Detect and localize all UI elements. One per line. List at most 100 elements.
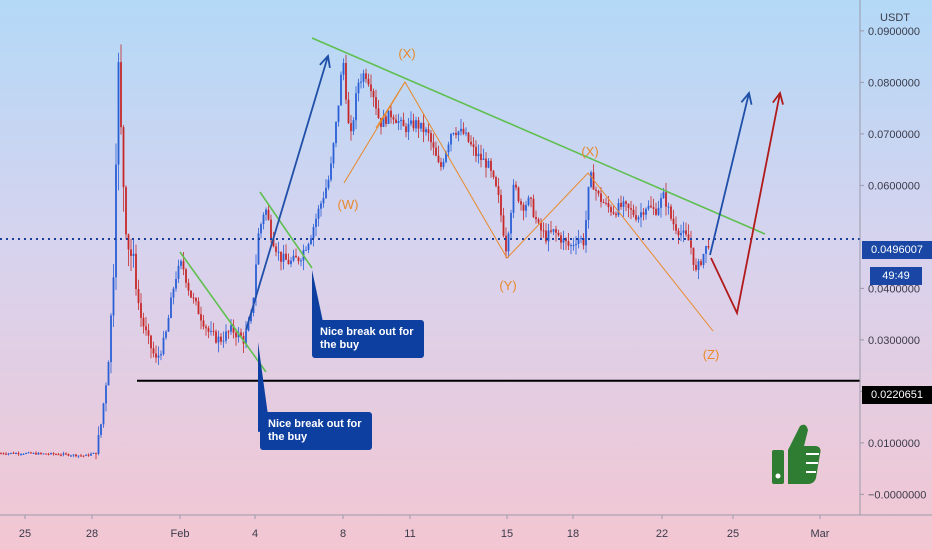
candle-bull xyxy=(580,238,582,240)
candle-bear xyxy=(2,453,5,455)
target-arrow-blue-head xyxy=(740,90,753,105)
price-tick-label: 0.0100000 xyxy=(868,438,920,450)
time-tick-label: 25 xyxy=(727,528,739,540)
candle-bear xyxy=(557,232,560,236)
candle-bear xyxy=(592,172,595,190)
candle-bear xyxy=(152,348,155,354)
candle-bear xyxy=(47,453,50,455)
candle-bear xyxy=(60,454,62,456)
candle-bear xyxy=(690,240,692,248)
candle-bear xyxy=(560,235,562,243)
candle-bear xyxy=(272,238,275,247)
candle-bull xyxy=(330,163,332,180)
candle-bull xyxy=(362,73,365,82)
candle-bear xyxy=(65,453,67,455)
candle-bear xyxy=(435,147,437,156)
price-tick-label: 0.0900000 xyxy=(868,26,920,38)
candle-bull xyxy=(335,121,337,144)
price-tick-label: 0.0700000 xyxy=(868,129,920,141)
candle-bull xyxy=(15,453,17,455)
candle-bear xyxy=(145,326,147,331)
candle-bear xyxy=(345,62,347,100)
candle-bull xyxy=(157,355,160,358)
target-arrow-red-head xyxy=(772,90,784,105)
candle-bear xyxy=(607,202,610,208)
candle-bull xyxy=(217,336,220,343)
early-trendline-1 xyxy=(179,251,267,373)
candle-bull xyxy=(325,187,327,198)
candle-bull xyxy=(70,455,72,457)
candle-bear xyxy=(280,251,282,262)
candle-bear xyxy=(347,99,350,124)
candle-bull xyxy=(525,205,527,211)
candle-bear xyxy=(677,230,680,236)
candle-bear xyxy=(390,110,392,118)
candle-bull xyxy=(170,297,172,318)
candle-bull xyxy=(477,153,480,157)
candle-bull xyxy=(407,123,410,133)
candle-bear xyxy=(367,78,370,85)
candle-bear xyxy=(270,219,272,239)
candle-bear xyxy=(295,255,297,258)
price-tick-label: −0.0000000 xyxy=(868,489,926,501)
candle-bull xyxy=(332,143,335,164)
candle-bull xyxy=(315,218,317,228)
candle-bull xyxy=(552,229,555,232)
wave-label: (Y) xyxy=(499,278,516,293)
candle-bull xyxy=(167,317,170,332)
candle-bear xyxy=(535,217,537,220)
candle-bear xyxy=(505,235,507,252)
candle-bull xyxy=(585,220,587,246)
candle-bull xyxy=(247,321,250,331)
candle-bull xyxy=(245,330,247,344)
candle-bull xyxy=(90,453,92,456)
candle-bear xyxy=(130,249,132,256)
candle-bear xyxy=(122,127,125,188)
candle-bear xyxy=(625,201,627,204)
candle-bull xyxy=(705,246,707,254)
candle-bear xyxy=(215,331,217,343)
candle-bear xyxy=(542,230,545,232)
candle-bear xyxy=(517,187,520,202)
candle-bear xyxy=(595,189,597,191)
candle-bear xyxy=(350,123,352,132)
candle-bear xyxy=(602,201,605,203)
candle-bear xyxy=(670,206,672,219)
candle-bull xyxy=(680,233,682,236)
candle-bear xyxy=(692,247,695,265)
candle-bull xyxy=(300,260,302,262)
candle-bull xyxy=(72,454,75,456)
candle-bull xyxy=(230,325,232,332)
candle-bull xyxy=(42,453,45,455)
candle-bear xyxy=(17,453,20,455)
candle-bull xyxy=(570,245,572,247)
candle-bear xyxy=(125,187,127,235)
candle-bull xyxy=(337,105,340,122)
candle-bull xyxy=(25,453,27,455)
thumbs-up-icon xyxy=(772,424,821,484)
candle-bull xyxy=(397,120,400,124)
candle-bull xyxy=(320,203,322,209)
candle-bull xyxy=(487,160,490,168)
candle-bull xyxy=(445,152,447,162)
wave-segment xyxy=(375,81,406,129)
candle-bear xyxy=(437,155,440,163)
price-tick-label: 0.0300000 xyxy=(868,335,920,347)
candle-bear xyxy=(12,452,15,454)
candle-bear xyxy=(190,290,192,298)
candle-bull xyxy=(577,238,580,245)
candle-bear xyxy=(520,201,522,205)
candle-bear xyxy=(695,264,697,270)
currency-label: USDT xyxy=(880,12,910,24)
candle-bear xyxy=(67,454,70,456)
candle-bear xyxy=(467,132,470,142)
candle-bull xyxy=(160,354,162,356)
candle-bear xyxy=(385,116,387,124)
candle-bear xyxy=(297,257,300,262)
candle-bull xyxy=(172,288,175,298)
time-tick-label: 15 xyxy=(501,528,513,540)
candle-bear xyxy=(137,289,140,304)
candle-bull xyxy=(255,264,257,298)
